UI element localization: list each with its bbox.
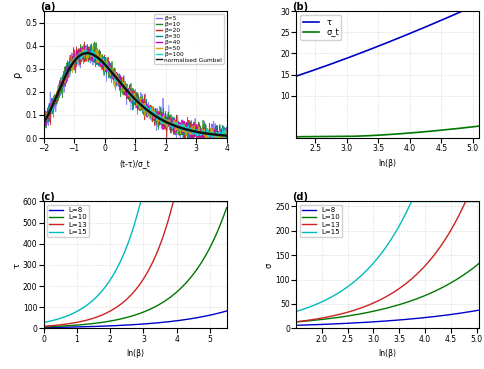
Y-axis label: τ: τ xyxy=(12,262,21,268)
Legend: τ, σ_t: τ, σ_t xyxy=(300,15,341,40)
X-axis label: ln(β): ln(β) xyxy=(378,349,397,358)
Text: (b): (b) xyxy=(292,2,309,12)
Y-axis label: ρ: ρ xyxy=(13,72,22,77)
Legend: L=8, L=10, L=13, L=15: L=8, L=10, L=13, L=15 xyxy=(47,205,90,237)
X-axis label: (t-τ)/σ_t: (t-τ)/σ_t xyxy=(120,159,151,168)
X-axis label: ln(β): ln(β) xyxy=(126,349,144,358)
Y-axis label: σ: σ xyxy=(265,262,274,268)
Legend: L=8, L=10, L=13, L=15: L=8, L=10, L=13, L=15 xyxy=(300,205,342,237)
Text: (a): (a) xyxy=(40,2,55,12)
Legend: β=5, β=10, β=20, β=30, β=40, β=50, β=100, normalised Gumbel: β=5, β=10, β=20, β=30, β=40, β=50, β=100… xyxy=(154,14,224,64)
X-axis label: ln(β): ln(β) xyxy=(378,159,397,168)
Text: (d): (d) xyxy=(292,192,308,202)
Text: (c): (c) xyxy=(40,192,55,202)
